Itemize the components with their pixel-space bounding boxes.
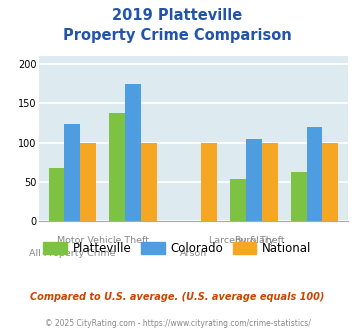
Bar [262,143,278,221]
Bar [230,180,246,221]
Text: Arson: Arson [180,249,207,258]
Text: Property Crime Comparison: Property Crime Comparison [63,28,292,43]
Bar [65,124,80,221]
Bar [291,172,307,221]
Text: 2019 Platteville: 2019 Platteville [113,8,242,23]
Bar [109,113,125,221]
Text: All Property Crime: All Property Crime [29,249,116,258]
Bar [246,139,262,221]
Bar [49,168,65,221]
Bar [141,143,157,221]
Bar [125,83,141,221]
Text: Burglary: Burglary [234,236,274,245]
Bar [80,143,96,221]
Text: Larceny & Theft: Larceny & Theft [209,236,284,245]
Text: Compared to U.S. average. (U.S. average equals 100): Compared to U.S. average. (U.S. average … [30,292,325,302]
Bar [201,143,217,221]
Text: © 2025 CityRating.com - https://www.cityrating.com/crime-statistics/: © 2025 CityRating.com - https://www.city… [45,319,310,328]
Bar [307,127,322,221]
Bar [322,143,338,221]
Text: Motor Vehicle Theft: Motor Vehicle Theft [57,236,149,245]
Legend: Platteville, Colorado, National: Platteville, Colorado, National [39,237,316,260]
